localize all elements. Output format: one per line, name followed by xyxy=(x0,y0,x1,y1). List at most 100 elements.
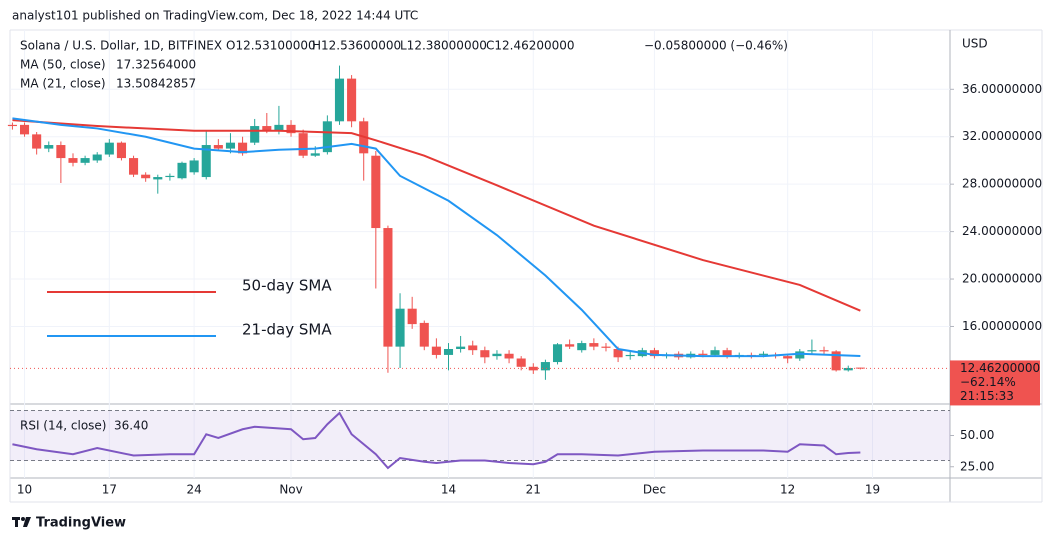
labels: 10 17 24 Nov 14 21 Dec 12 19 16.00000000 20.000000… xyxy=(17,39,1042,497)
y-tick-label: 36.00000000 xyxy=(962,82,1042,96)
ohlc-value: L12.38000000 xyxy=(400,39,487,53)
x-tick-label: Nov xyxy=(279,483,302,497)
candle-body xyxy=(456,346,466,350)
x-tick-label: 12 xyxy=(780,483,795,497)
legend-entry: MA (21, close) xyxy=(20,77,106,91)
candle-body xyxy=(286,124,296,134)
candle-body xyxy=(32,134,42,149)
price-tag-text: −62.14% xyxy=(960,375,1016,389)
annotation: 50-day SMA xyxy=(242,277,332,295)
candle-body xyxy=(625,354,635,357)
y-tick-label: 25.00 xyxy=(960,459,994,473)
y-tick-label: 28.00000000 xyxy=(962,177,1042,191)
candle-body xyxy=(250,126,260,143)
y-tick-label: 16.00000000 xyxy=(962,319,1042,333)
candle-body xyxy=(19,124,30,135)
sma-line xyxy=(12,117,861,358)
candle-body xyxy=(383,228,393,347)
candle-body xyxy=(80,158,90,163)
x-tick-label: Dec xyxy=(643,483,666,497)
candle-body xyxy=(334,78,345,122)
ohlc-value: O12.53100000 xyxy=(226,39,316,53)
candle-body xyxy=(855,367,865,369)
price-tag-text: 12.46200000 xyxy=(960,361,1040,375)
candle-body xyxy=(613,349,623,358)
legend-value: 17.32564000 xyxy=(116,58,196,72)
x-tick-label: 10 xyxy=(17,483,32,497)
candle-body xyxy=(649,350,659,357)
candle-body xyxy=(795,351,805,359)
candle-body xyxy=(528,366,538,371)
candle-body xyxy=(298,133,308,156)
rsi-line xyxy=(12,411,861,470)
candle-body xyxy=(407,308,417,325)
ohlc-value: −0.05800000 (−0.46%) xyxy=(644,39,788,53)
candle-body xyxy=(104,142,114,155)
x-tick-label: 14 xyxy=(441,483,456,497)
candle-body xyxy=(831,351,841,371)
candle-body xyxy=(371,155,381,229)
publisher: analyst101 published on TradingView.com,… xyxy=(12,9,418,23)
currency: USD xyxy=(962,37,988,51)
candle-body xyxy=(722,350,732,357)
y-tick-label: 24.00000000 xyxy=(962,224,1042,238)
brand: TradingView xyxy=(36,516,126,531)
candle-body xyxy=(577,343,587,351)
candle-body xyxy=(565,344,575,347)
price-tag-text: 21:15:33 xyxy=(960,389,1014,403)
candle-body xyxy=(395,308,405,347)
x-tick-label: 24 xyxy=(186,483,201,497)
chart-title: Solana / U.S. Dollar, 1D, BITFINEX xyxy=(20,39,222,53)
candle-body xyxy=(44,145,54,149)
candle-body xyxy=(322,121,332,153)
ohlc-value: C12.46200000 xyxy=(486,39,575,53)
candle-body xyxy=(238,142,248,154)
candle-body xyxy=(201,145,211,178)
rsi-value: 36.40 xyxy=(114,419,148,433)
candle-body xyxy=(177,162,187,179)
candle-body xyxy=(807,350,817,352)
x-tick-label: 17 xyxy=(102,483,117,497)
candle-body xyxy=(7,124,17,127)
logo xyxy=(12,517,31,527)
candle-body xyxy=(116,142,126,159)
candle-body xyxy=(540,362,550,371)
candle-body xyxy=(419,322,429,347)
candle-body xyxy=(843,367,853,371)
legend-entry: MA (50, close) xyxy=(20,58,106,72)
rsi-band xyxy=(10,410,950,461)
candle-body xyxy=(783,356,793,359)
candle-body xyxy=(758,353,768,355)
y-tick-label: 50.00 xyxy=(960,428,994,442)
marks xyxy=(7,65,950,380)
candle-body xyxy=(552,344,563,363)
candle-body xyxy=(516,358,526,367)
price-tag xyxy=(950,360,1040,406)
candle-body xyxy=(92,154,102,161)
x-tick-label: 21 xyxy=(526,483,541,497)
candle-body xyxy=(274,124,284,131)
candle-body xyxy=(468,345,478,351)
candle-body xyxy=(165,175,175,178)
candle-body xyxy=(213,145,223,149)
candle-body xyxy=(68,158,78,163)
sma-line xyxy=(12,119,861,312)
x-tick-label: 19 xyxy=(865,483,880,497)
y-tick-label: 20.00000000 xyxy=(962,272,1042,286)
rsi xyxy=(10,410,950,470)
candle-body xyxy=(443,349,454,355)
legend-value: 13.50842857 xyxy=(116,77,196,91)
candle-body xyxy=(480,350,490,358)
candle-body xyxy=(189,160,199,173)
candle-body xyxy=(698,353,708,355)
candle-body xyxy=(431,346,441,355)
candle-body xyxy=(56,145,66,159)
candle-body xyxy=(710,350,720,355)
candle-body xyxy=(601,346,611,348)
candle-body xyxy=(347,78,357,122)
candle-body xyxy=(262,126,272,131)
rsi-title: RSI (14, close) xyxy=(20,419,106,433)
grid xyxy=(10,30,954,478)
